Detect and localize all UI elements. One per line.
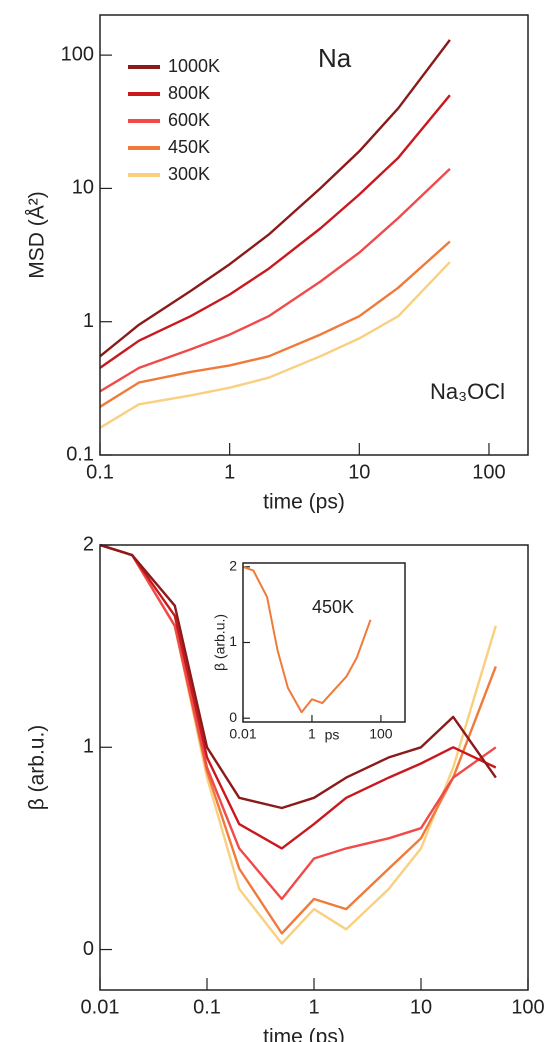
plot-frame [99, 14, 529, 456]
y-axis-label: MSD (Å²) [26, 191, 49, 279]
data-line [99, 543, 497, 901]
data-line [99, 94, 451, 369]
annotation: Na [318, 43, 352, 73]
x-tick-label: 0.01 [81, 996, 120, 1018]
y-tick-label: 1 [83, 736, 94, 758]
x-axis-label: time (ps) [263, 1026, 345, 1042]
y-axis-label: β (arb.u.) [212, 614, 228, 671]
data-line [242, 565, 372, 714]
y-tick-label: 100 [61, 43, 94, 65]
y-tick-label: 2 [229, 557, 237, 573]
x-axis-label: ps [325, 727, 340, 743]
plot-frame [99, 544, 529, 991]
inset-background [243, 563, 405, 722]
annotation: Na₃OCl [430, 379, 505, 404]
y-tick-label: 10 [72, 177, 94, 199]
x-tick-label: 0.01 [229, 725, 256, 741]
x-axis-label: time (ps) [263, 491, 345, 514]
data-line [99, 39, 451, 358]
x-tick-label: 1 [308, 725, 316, 741]
x-tick-label: 100 [511, 996, 544, 1018]
y-tick-label: 1 [83, 310, 94, 332]
y-tick-label: 0 [83, 938, 94, 960]
y-tick-label: 0.1 [66, 443, 94, 465]
data-line [99, 168, 451, 393]
x-tick-label: 10 [348, 461, 370, 483]
data-line [99, 261, 451, 429]
y-tick-label: 0 [229, 709, 237, 725]
annotation: 450K [312, 597, 354, 617]
y-tick-label: 1 [229, 633, 237, 649]
legend-label: 450K [168, 137, 210, 157]
x-tick-label: 0.1 [86, 461, 114, 483]
x-tick-label: 100 [472, 461, 505, 483]
x-tick-label: 1 [224, 461, 235, 483]
data-line [99, 240, 451, 408]
legend-label: 800K [168, 83, 210, 103]
legend-label: 1000K [168, 56, 220, 76]
y-axis-label: β (arb.u.) [26, 725, 49, 811]
x-tick-label: 0.1 [193, 996, 221, 1018]
legend-label: 300K [168, 164, 210, 184]
x-tick-label: 1 [308, 996, 319, 1018]
data-line [99, 543, 497, 810]
data-line [99, 543, 497, 850]
x-tick-label: 100 [369, 725, 393, 741]
y-tick-label: 2 [83, 533, 94, 555]
legend-label: 600K [168, 110, 210, 130]
plot-frame [242, 562, 406, 723]
x-tick-label: 10 [410, 996, 432, 1018]
